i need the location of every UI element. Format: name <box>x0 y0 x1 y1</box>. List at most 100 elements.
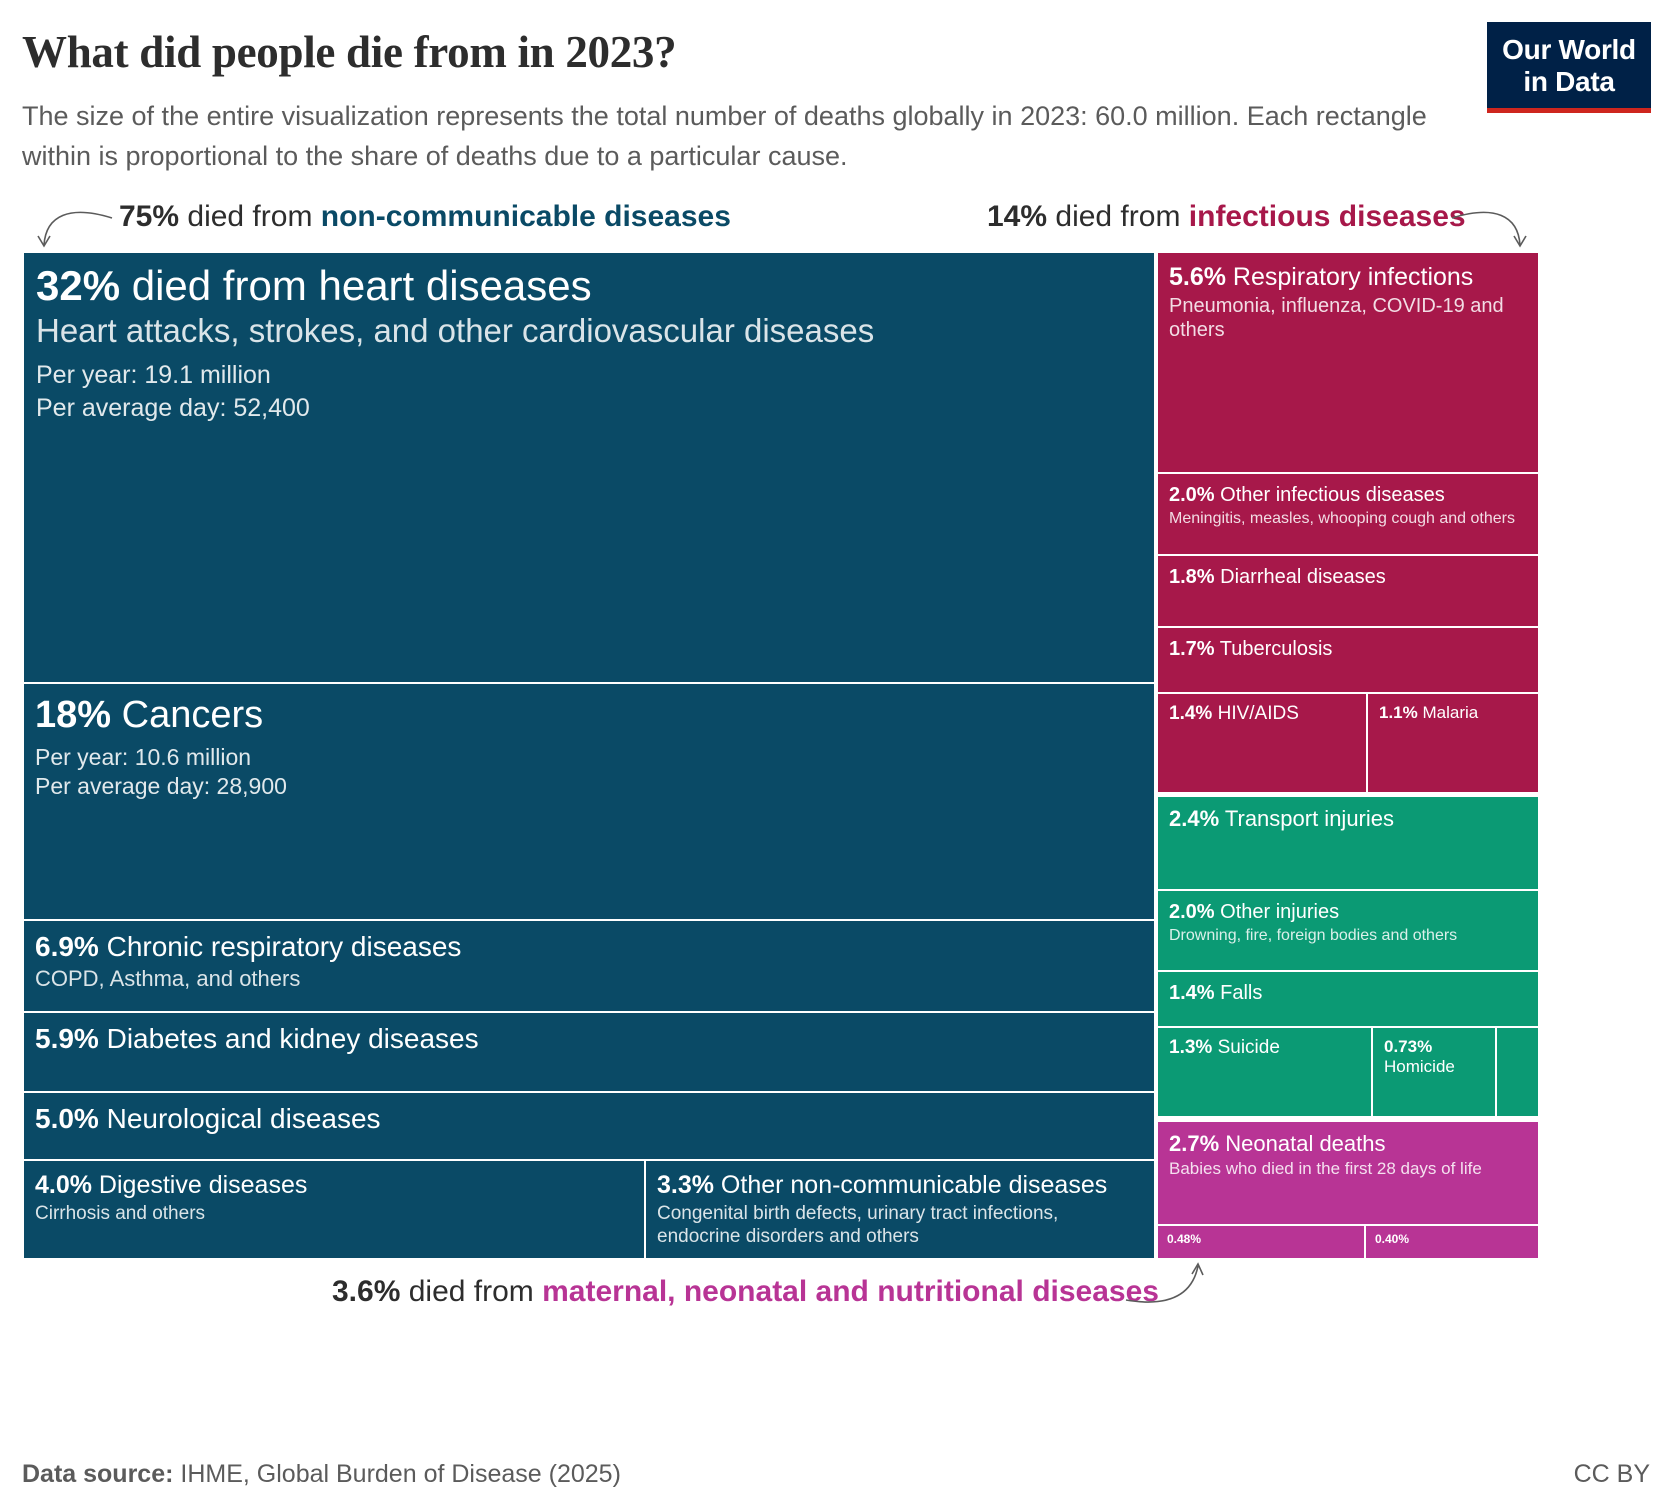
treemap-cell[interactable]: 2.0% Other injuries Drowning, fire, forei… <box>1158 891 1538 970</box>
cell-description: Congenital birth defects, urinary tract … <box>657 1203 1059 1248</box>
cell-cause-name: Neonatal deaths <box>1219 1131 1386 1156</box>
annotation-ncd: 75% died from non-communicable diseases <box>119 200 731 234</box>
cell-label: 1.4% HIV/AIDS <box>1169 703 1355 726</box>
cell-label: 5.0% Neurological diseases <box>35 1102 1143 1136</box>
cell-percentage: 2.0% <box>1169 484 1215 506</box>
cell-percentage: 2.0% <box>1169 901 1215 923</box>
cell-percentage: 5.9% <box>35 1023 99 1054</box>
logo-line-1: Our World <box>1502 34 1636 65</box>
cell-label: 2.4% Transport injuries <box>1169 806 1527 832</box>
cell-label: 4.0% Digestive diseases <box>35 1170 633 1200</box>
annotation-ncd-mid: died from <box>179 200 321 233</box>
cell-percentage: 32% <box>36 262 121 309</box>
cell-per-day: Per average day: 28,900 <box>35 773 287 800</box>
cell-label: 5.9% Diabetes and kidney diseases <box>35 1022 1143 1056</box>
cell-label: 1.4% Falls <box>1169 981 1527 1005</box>
cell-label: 1.7% Tuberculosis <box>1169 637 1527 661</box>
cell-cause-name: Other infectious diseases <box>1214 484 1445 506</box>
cell-label: 0.73% Homicide <box>1384 1037 1484 1078</box>
cell-description: COPD, Asthma, and others <box>35 965 301 991</box>
cell-percentage: 2.7% <box>1169 1131 1220 1156</box>
cell-cause-name: Homicide <box>1384 1057 1455 1077</box>
chart-subtitle: The size of the entire visualization rep… <box>22 101 1427 171</box>
treemap-cell[interactable] <box>1497 1028 1538 1116</box>
treemap-cell[interactable]: 18% Cancers Per year: 10.6 million Per ave… <box>24 684 1154 919</box>
data-source-text: IHME, Global Burden of Disease (2025) <box>173 1460 621 1488</box>
treemap-cell[interactable]: 1.7% Tuberculosis <box>1158 628 1538 692</box>
cell-label: 5.6% Respiratory infections <box>1169 262 1527 292</box>
cell-label: 1.3% Suicide <box>1169 1037 1360 1060</box>
cell-per-day: Per average day: 52,400 <box>36 393 310 422</box>
cell-label: 18% Cancers <box>35 693 1143 739</box>
cell-cause-name: Respiratory infections <box>1225 263 1474 291</box>
cell-description: Pneumonia, influenza, COVID-19 and other… <box>1169 295 1504 342</box>
annotation-inf-category: infectious diseases <box>1188 200 1466 233</box>
cell-percentage: 0.48% <box>1167 1232 1202 1246</box>
owid-logo[interactable]: Our World in Data <box>1487 22 1651 113</box>
cell-cause-name: HIV/AIDS <box>1212 703 1299 724</box>
annotation-inf-mid: died from <box>1047 200 1189 233</box>
cell-label: 0.40% <box>1375 1232 1529 1246</box>
cell-cause-name: Diabetes and kidney diseases <box>98 1023 479 1054</box>
treemap-cell[interactable]: 0.40% <box>1366 1226 1538 1258</box>
treemap-cell[interactable]: 0.48% <box>1158 1226 1364 1258</box>
cell-cause-name: Neurological diseases <box>98 1103 381 1134</box>
chart-title: What did people die from in 2023? <box>22 27 677 77</box>
license-link[interactable]: CC BY <box>1573 1460 1650 1488</box>
cell-percentage: 5.0% <box>35 1103 99 1134</box>
annotation-ncd-category: non-communicable diseases <box>320 200 731 233</box>
treemap-cell[interactable]: 32% died from heart diseases Heart attack… <box>24 253 1154 682</box>
cell-cause-name: Other non-communicable diseases <box>713 1171 1108 1199</box>
cell-percentage: 1.7% <box>1169 638 1215 660</box>
cell-percentage: 1.4% <box>1169 703 1213 724</box>
treemap-cell[interactable]: 5.6% Respiratory infections Pneumonia, in… <box>1158 253 1538 472</box>
treemap-cell[interactable]: 6.9% Chronic respiratory diseases COPD, A… <box>24 921 1154 1011</box>
logo-line-2: in Data <box>1523 66 1615 97</box>
annotation-mat-mid: died from <box>400 1275 543 1308</box>
cell-label: 0.48% <box>1167 1232 1355 1246</box>
cell-percentage: 1.8% <box>1169 566 1215 588</box>
treemap-cell[interactable]: 1.8% Diarrheal diseases <box>1158 556 1538 626</box>
cell-percentage: 1.1% <box>1379 703 1418 722</box>
cell-cause-name: Suicide <box>1212 1037 1280 1058</box>
cell-description: Drowning, fire, foreign bodies and other… <box>1169 927 1458 944</box>
treemap-cell[interactable]: 0.73% Homicide <box>1373 1028 1495 1116</box>
cell-label: 2.0% Other infectious diseases <box>1169 483 1527 507</box>
treemap-cell[interactable]: 2.7% Neonatal deaths Babies who died in t… <box>1158 1122 1538 1224</box>
treemap-cell[interactable]: 1.1% Malaria <box>1368 694 1538 792</box>
treemap-cell[interactable]: 4.0% Digestive diseases Cirrhosis and oth… <box>24 1161 644 1258</box>
cell-cause-name: Tuberculosis <box>1214 638 1333 660</box>
treemap-cell[interactable]: 1.3% Suicide <box>1158 1028 1371 1116</box>
cell-per-year: Per year: 19.1 million <box>36 361 271 390</box>
cell-percentage: 0.40% <box>1375 1232 1410 1246</box>
cell-description: Heart attacks, strokes, and other cardio… <box>36 312 875 349</box>
treemap-cell[interactable]: 1.4% Falls <box>1158 972 1538 1026</box>
data-source-label: Data source: <box>22 1460 174 1488</box>
annotation-mat-category: maternal, neonatal and nutritional disea… <box>542 1275 1159 1308</box>
cell-label: 3.3% Other non-communicable diseases <box>657 1170 1143 1200</box>
cell-label: 2.7% Neonatal deaths <box>1169 1131 1527 1157</box>
annotation-infectious: 14% died from infectious diseases <box>987 200 1466 234</box>
cell-label: 1.1% Malaria <box>1379 703 1527 723</box>
treemap-cell[interactable]: 5.9% Diabetes and kidney diseases <box>24 1013 1154 1091</box>
cell-cause-name: Malaria <box>1417 703 1479 722</box>
cell-cause-name: Falls <box>1214 982 1263 1004</box>
annotation-mat-pct: 3.6% <box>332 1275 401 1308</box>
cell-cause-name: Other injuries <box>1214 901 1340 923</box>
cell-cause-name: Cancers <box>111 694 264 736</box>
cell-percentage: 1.3% <box>1169 1037 1213 1058</box>
treemap-cell[interactable]: 2.4% Transport injuries <box>1158 797 1538 889</box>
treemap-cell[interactable]: 5.0% Neurological diseases <box>24 1093 1154 1159</box>
cell-percentage: 6.9% <box>35 931 99 962</box>
cell-description: Cirrhosis and others <box>35 1203 206 1224</box>
cell-percentage: 2.4% <box>1169 806 1220 831</box>
treemap-cell[interactable]: 1.4% HIV/AIDS <box>1158 694 1366 792</box>
cell-cause-name: Diarrheal diseases <box>1214 566 1386 588</box>
cell-cause-name: Chronic respiratory diseases <box>98 931 462 962</box>
treemap-cell[interactable]: 3.3% Other non-communicable diseases Cong… <box>646 1161 1154 1258</box>
treemap-cell[interactable]: 2.0% Other infectious diseases Meningitis… <box>1158 474 1538 554</box>
annotation-inf-pct: 14% <box>987 200 1048 233</box>
annotation-maternal: 3.6% died from maternal, neonatal and nu… <box>332 1275 1159 1309</box>
cell-cause-name: died from heart diseases <box>120 262 592 309</box>
cell-description: Babies who died in the first 28 days of … <box>1169 1159 1482 1179</box>
